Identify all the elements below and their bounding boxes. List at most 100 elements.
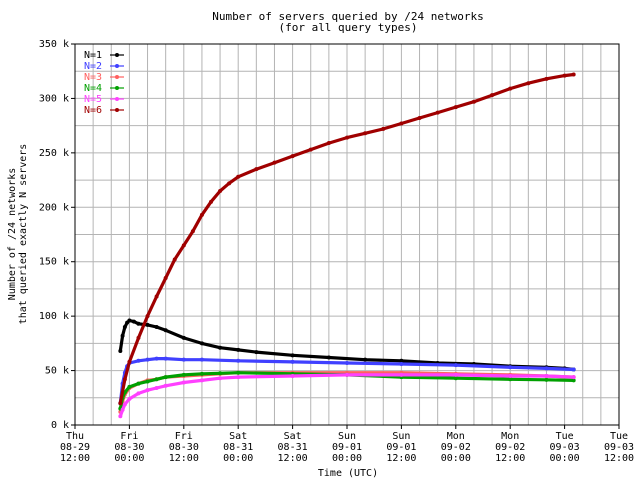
data-point xyxy=(417,116,422,121)
data-point xyxy=(127,318,132,323)
data-point xyxy=(571,375,576,380)
y-tick-label: 200 k xyxy=(39,202,69,213)
y-tick-label: 250 k xyxy=(39,148,69,159)
data-point xyxy=(562,73,567,78)
y-axis: 0 k 50 k 100 k 150 k 200 k 250 k 300 k 350 k xyxy=(39,39,75,431)
data-point xyxy=(345,135,349,140)
data-point xyxy=(136,381,141,386)
data-point xyxy=(181,380,186,385)
data-point xyxy=(308,147,313,152)
legend-swatch-marker xyxy=(115,86,119,90)
y-tick-label: 0 k xyxy=(51,420,69,431)
data-point xyxy=(508,365,513,370)
data-point xyxy=(199,371,204,376)
data-point xyxy=(236,370,241,375)
data-point xyxy=(399,362,404,367)
data-point xyxy=(120,407,125,412)
data-point xyxy=(181,357,186,362)
legend-label: N=6 xyxy=(84,105,102,116)
data-point xyxy=(290,374,295,379)
data-point xyxy=(127,384,132,389)
data-point xyxy=(163,375,168,380)
data-point xyxy=(526,81,531,86)
x-tick-label: Sat 08-31 12:00 xyxy=(278,431,308,464)
data-point xyxy=(136,391,141,396)
y-tick-label: 100 k xyxy=(39,311,69,322)
data-point xyxy=(136,321,141,326)
data-point xyxy=(236,347,241,352)
x-axis-label: Time (UTC) xyxy=(318,468,378,479)
data-point xyxy=(290,154,295,159)
data-point xyxy=(381,126,386,131)
data-point xyxy=(131,319,136,324)
data-point xyxy=(218,345,223,350)
data-point xyxy=(453,363,458,368)
data-point xyxy=(199,341,204,346)
series-line-n6 xyxy=(118,72,576,405)
data-point xyxy=(254,167,259,172)
data-point xyxy=(145,388,150,393)
data-point xyxy=(290,359,295,364)
data-point xyxy=(544,374,549,379)
data-point xyxy=(218,371,223,376)
data-point xyxy=(508,374,513,379)
data-point xyxy=(190,229,195,234)
data-point xyxy=(345,372,349,377)
data-point xyxy=(399,358,404,363)
x-tick-label: Tue 09-03 00:00 xyxy=(550,431,580,464)
data-point xyxy=(154,385,159,390)
data-point xyxy=(122,325,127,330)
data-point xyxy=(453,372,458,377)
data-point xyxy=(181,243,186,248)
chart-title: Number of servers queried by /24 network… xyxy=(212,10,484,23)
x-tick-label: Sun 09-01 12:00 xyxy=(386,431,416,464)
legend-swatch-marker xyxy=(115,53,119,57)
chart-subtitle: (for all query types) xyxy=(278,21,417,34)
data-point xyxy=(181,335,186,340)
data-point xyxy=(326,355,331,360)
data-point xyxy=(490,93,495,98)
data-point xyxy=(254,350,259,355)
data-point xyxy=(544,377,549,382)
data-point xyxy=(172,257,177,262)
x-tick-label: Sun 09-01 00:00 xyxy=(332,431,362,464)
x-tick-label: Fri 08-30 12:00 xyxy=(169,431,199,464)
series-group xyxy=(118,72,576,419)
data-point xyxy=(471,99,476,104)
y-axis-label-line1: Number of /24 networks xyxy=(7,168,18,300)
legend-swatch-marker xyxy=(115,64,119,68)
legend-label: N=5 xyxy=(84,94,102,105)
data-point xyxy=(122,377,127,382)
x-tick-label: Mon 09-02 12:00 xyxy=(495,431,525,464)
data-point xyxy=(209,199,213,204)
data-point xyxy=(363,131,368,136)
data-point xyxy=(163,356,168,361)
data-point xyxy=(199,212,204,217)
legend-swatch-marker xyxy=(115,108,119,112)
data-point xyxy=(435,110,440,115)
y-tick-label: 350 k xyxy=(39,39,69,50)
data-point xyxy=(154,294,159,299)
data-point xyxy=(199,378,204,383)
data-point xyxy=(218,376,223,381)
data-point xyxy=(508,377,513,382)
data-point xyxy=(154,377,159,382)
data-point xyxy=(145,314,150,319)
data-point xyxy=(571,72,576,77)
data-point xyxy=(345,360,349,365)
data-point xyxy=(145,322,150,327)
legend-label: N=2 xyxy=(84,61,102,72)
legend-label: N=1 xyxy=(84,50,102,61)
legend-swatch-marker xyxy=(115,75,119,79)
data-point xyxy=(136,358,141,363)
data-point xyxy=(120,333,125,338)
data-point xyxy=(544,366,549,371)
data-point xyxy=(236,375,241,380)
data-point xyxy=(163,328,168,333)
x-tick-label: Sat 08-31 00:00 xyxy=(223,431,253,464)
y-tick-label: 50 k xyxy=(45,366,69,377)
data-point xyxy=(218,188,223,193)
data-point xyxy=(236,358,241,363)
data-point xyxy=(127,359,132,364)
